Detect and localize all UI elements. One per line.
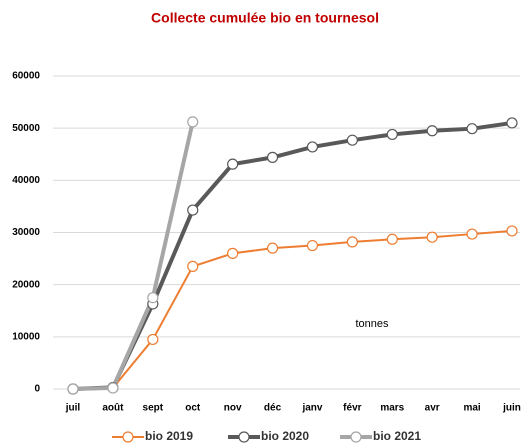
x-tick-label: août — [102, 403, 124, 414]
point — [466, 123, 478, 135]
chart-title: Collecte cumulée bio en tournesol — [151, 10, 379, 26]
series-line — [72, 229, 513, 390]
point — [266, 242, 279, 254]
point — [227, 247, 239, 259]
legend-label: bio 2019 — [145, 429, 193, 443]
point — [266, 151, 279, 163]
point — [187, 116, 199, 128]
point — [306, 141, 319, 153]
x-tick-label: avr — [425, 403, 440, 414]
x-tick-label: févr — [343, 403, 361, 414]
point — [466, 228, 478, 240]
legend-label: bio 2020 — [261, 429, 309, 443]
series-line — [72, 121, 195, 391]
y-tick-label: 50000 — [12, 123, 40, 134]
point — [506, 225, 518, 237]
point — [386, 233, 398, 245]
y-tick-label: 0 — [34, 384, 40, 395]
legend-marker — [238, 431, 250, 443]
point — [426, 231, 438, 243]
point — [147, 292, 159, 304]
x-tick-label: mai — [463, 403, 480, 414]
legend-marker — [122, 431, 134, 443]
x-tick-label: déc — [264, 403, 282, 414]
point — [506, 117, 518, 129]
y-tick-label: 60000 — [12, 71, 40, 82]
x-tick-label: sept — [143, 403, 164, 414]
point — [426, 125, 438, 137]
x-tick-label: juil — [65, 403, 81, 414]
x-tick-label: juin — [502, 403, 521, 414]
point — [107, 382, 119, 394]
series-line — [72, 120, 513, 391]
point — [147, 333, 159, 346]
x-tick-label: mars — [380, 403, 404, 414]
point — [346, 134, 358, 146]
point — [386, 128, 398, 141]
legend-label: bio 2021 — [373, 429, 421, 443]
x-tick-label: janv — [301, 403, 322, 414]
point — [306, 239, 319, 252]
y-tick-label: 10000 — [12, 331, 40, 342]
point — [187, 204, 199, 216]
point — [67, 383, 79, 395]
x-tick-label: nov — [224, 403, 242, 414]
annotation: tonnes — [355, 318, 389, 330]
legend-marker — [350, 431, 362, 443]
y-tick-label: 30000 — [12, 227, 40, 238]
y-tick-label: 20000 — [12, 279, 40, 290]
x-tick-label: oct — [185, 403, 201, 414]
point — [346, 236, 358, 248]
point — [227, 158, 239, 170]
point — [187, 260, 199, 273]
y-tick-label: 40000 — [12, 175, 40, 186]
